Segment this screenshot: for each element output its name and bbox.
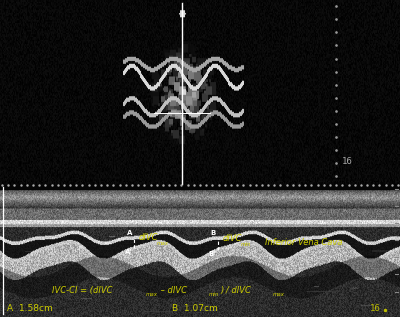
Text: B: B bbox=[211, 230, 216, 236]
Text: A  1.58cm: A 1.58cm bbox=[7, 304, 53, 313]
Text: min: min bbox=[209, 292, 220, 297]
Text: A': A' bbox=[125, 249, 132, 256]
Text: dIVC: dIVC bbox=[223, 234, 242, 243]
Text: dIVC: dIVC bbox=[139, 233, 158, 242]
Text: Inferior Vena Cava: Inferior Vena Cava bbox=[265, 238, 343, 247]
Text: max: max bbox=[146, 292, 158, 297]
Text: IVC-CI = (dIVC: IVC-CI = (dIVC bbox=[52, 286, 112, 295]
Text: B  1.07cm: B 1.07cm bbox=[172, 304, 218, 313]
Text: 16: 16 bbox=[370, 304, 381, 313]
Text: B': B' bbox=[209, 251, 216, 257]
Text: min: min bbox=[241, 242, 251, 247]
Text: max: max bbox=[273, 292, 285, 297]
Text: max: max bbox=[157, 241, 169, 246]
Text: 16: 16 bbox=[342, 158, 353, 166]
Text: – dIVC: – dIVC bbox=[158, 286, 187, 295]
Bar bbox=[0, 185, 400, 189]
Text: ) / dIVC: ) / dIVC bbox=[221, 286, 252, 295]
Text: A: A bbox=[127, 230, 132, 236]
